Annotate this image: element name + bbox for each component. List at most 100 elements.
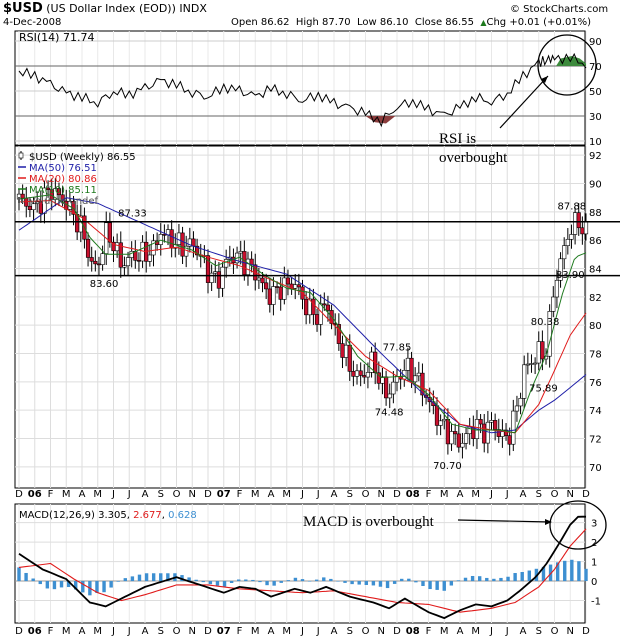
macd-label: MACD(12,26,9) 3.305, 2.677, 0.628 [19,510,197,521]
candle-body [405,357,411,371]
candle-body [540,341,545,360]
rsi-line [18,52,587,128]
candle-body [507,435,512,445]
x-tick-label: D [582,626,590,637]
candle-body [205,255,211,283]
candle-body [358,370,363,376]
macd-histogram-bar [314,579,319,582]
macd-histogram-bar [144,573,149,582]
x-tick-label: J [127,626,131,637]
x-tick-label: J [111,489,115,500]
macd-histogram-bar [109,581,113,588]
macd-annotation: MACD is overbought [303,514,434,530]
x-tick-label: J [489,489,493,500]
candle-body [118,242,123,268]
candle-body [136,259,142,262]
x-tick-label: S [158,489,164,500]
macd-histogram-bar [499,577,503,582]
rsi-tick-label: 10 [589,137,602,148]
change-value: Chg +0.01 (+0.01%) [486,17,592,28]
legend-entry: MA(10) 85.11 [29,185,97,196]
macd-highlight-circle [549,500,607,550]
rsi-annotation-line1: RSI is [439,131,477,147]
candle-body [558,258,563,281]
x-tick-label: S [158,626,164,637]
macd-histogram-bar [137,574,142,582]
x-tick-label: J [300,626,304,637]
candle-body [413,375,418,383]
price-tick-label: 82 [589,293,602,304]
macd-histogram-bar [548,564,553,582]
price-annotation-label: 75.89 [529,383,558,394]
macd-histogram-bar [222,581,227,587]
x-tick-label: 06 [28,489,42,500]
macd-histogram-bar [456,580,461,582]
macd-histogram-bar [555,562,560,582]
x-tick-label: S [347,626,353,637]
macd-histogram-bar [506,576,510,582]
candle-body [311,298,316,315]
macd-histogram-bar [577,561,581,582]
candle-body [314,314,320,325]
macd-histogram-bar [17,567,21,582]
macd-tick-label: -1 [591,597,601,608]
x-tick-label: O [362,489,370,500]
candle-body [489,420,494,423]
candle-body [387,393,392,399]
macd-histogram-bar [166,573,170,582]
x-tick-label: F [48,489,54,500]
x-tick-label: M [62,626,71,637]
candle-body [209,272,214,283]
candle-body [572,212,578,235]
macd-histogram-bar [442,581,446,591]
candle-body [260,277,265,284]
x-tick-label: M [93,489,102,500]
x-tick-label: D [582,489,590,500]
candle-body [180,232,185,257]
candle-body [56,188,62,196]
macd-histogram-bar [513,573,517,582]
macd-histogram-bar [279,581,283,583]
watermark: © StockCharts.com [510,4,609,15]
x-tick-label: J [316,489,320,500]
x-tick-label: O [551,626,559,637]
x-tick-label: A [520,489,527,500]
rsi-annotation: RSI is overbought [439,130,507,168]
candle-body [20,193,25,199]
macd-tick-label: 0 [591,577,597,588]
price-tick-label: 76 [589,378,602,389]
candle-body [318,303,323,325]
candle-body [514,405,520,412]
candle-body [24,197,29,207]
x-tick-label: D [204,626,212,637]
candle-body [325,304,331,311]
price-tick-label: 84 [589,265,602,276]
rsi-tick-label: 50 [589,87,602,98]
candle-body [562,245,567,260]
macd-histogram-bar [31,578,35,582]
candle-body [554,279,560,298]
x-tick-label: 07 [217,626,231,637]
candle-body [238,251,243,254]
candle-body [565,238,570,246]
x-tick-label: S [536,489,542,500]
macd-histogram-bar [251,579,255,582]
price-tick-label: 80 [589,321,602,332]
macd-histogram-bar [151,573,156,582]
macd-histogram-bar [300,579,305,582]
macd-histogram-bar [322,577,326,582]
x-tick-label: D [393,489,401,500]
candle-body [162,234,167,236]
legend-entry: MA(50) 76.51 [29,163,97,174]
price-tick-label: 70 [589,463,602,474]
macd-histogram-bar [336,581,340,582]
candle-body [503,429,509,436]
price-annotation-label: 74.48 [375,407,404,418]
macd-histogram-bar [492,578,496,582]
macd-tick-label: 3 [591,519,597,530]
candle-body [478,419,483,425]
macd-histogram-bar [428,581,432,590]
x-tick-label: M [251,489,260,500]
macd-histogram-bar [66,581,71,588]
